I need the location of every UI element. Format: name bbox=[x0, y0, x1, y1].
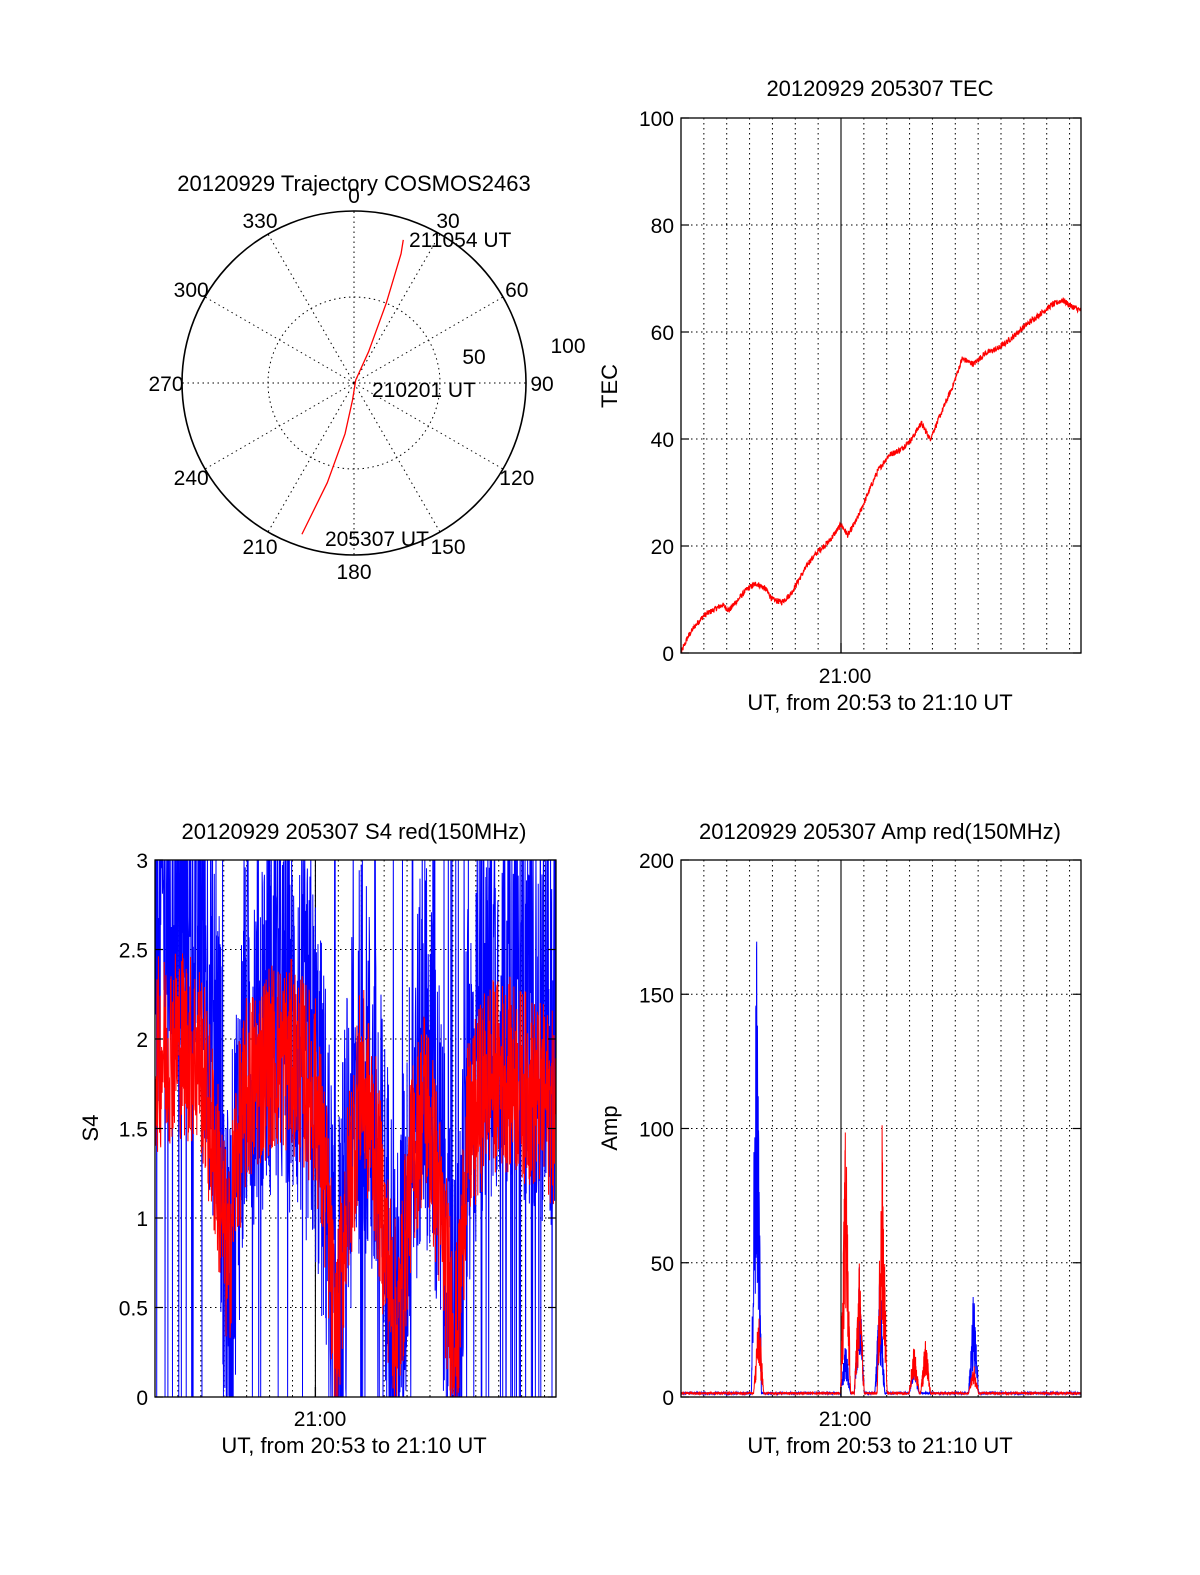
y-tick-label: 40 bbox=[651, 429, 674, 452]
tec-series bbox=[680, 297, 1082, 654]
y-tick-label: 1 bbox=[136, 1208, 148, 1231]
polar-spoke bbox=[353, 382, 504, 470]
polar-spoke bbox=[267, 382, 355, 533]
amp-chart: 20120929 205307 Amp red(150MHz) 0 50 100 15… bbox=[597, 819, 1082, 1458]
polar-outer-ring bbox=[181, 210, 527, 556]
polar-azimuth-label: 60 bbox=[505, 279, 528, 302]
polar-azimuth-label: 150 bbox=[430, 536, 465, 559]
tec-y-axis-label: TEC bbox=[597, 364, 622, 408]
y-tick-label: 100 bbox=[639, 108, 674, 131]
polar-azimuth-labels: 0 30 60 90 120 150 180 210 240 270 300 330 bbox=[148, 185, 553, 584]
s4-blue-series bbox=[155, 860, 556, 1397]
annotation-mid-time: 210201 UT bbox=[372, 379, 476, 402]
y-tick-label: 0.5 bbox=[119, 1298, 148, 1321]
polar-azimuth-label: 270 bbox=[148, 373, 183, 396]
s4-series bbox=[155, 860, 556, 1397]
annotation-end-time: 211054 UT bbox=[409, 229, 512, 252]
tec-y-ticks: 0 20 40 60 80 100 bbox=[639, 108, 1081, 666]
tec-x-axis-label: UT, from 20:53 to 21:10 UT bbox=[747, 690, 1012, 715]
polar-azimuth-label: 0 bbox=[348, 185, 360, 208]
s4-x-tick-label: 21:00 bbox=[294, 1408, 347, 1431]
amp-y-axis-label: Amp bbox=[597, 1105, 622, 1150]
polar-trajectory-series bbox=[301, 239, 404, 535]
amp-blue-series bbox=[680, 941, 1082, 1397]
tec-line bbox=[680, 297, 1082, 654]
polar-ring-label-100: 100 bbox=[550, 335, 585, 358]
y-tick-label: 0 bbox=[662, 643, 674, 666]
y-tick-label: 150 bbox=[639, 984, 674, 1007]
trajectory-line bbox=[301, 239, 404, 535]
y-tick-label: 0 bbox=[136, 1387, 148, 1410]
y-tick-label: 3 bbox=[136, 850, 148, 873]
amp-red-series bbox=[680, 1125, 1082, 1397]
s4-y-ticks: 0 0.5 1 1.5 2 2.5 3 bbox=[119, 850, 556, 1410]
s4-red-series bbox=[155, 953, 556, 1397]
y-tick-label: 0 bbox=[662, 1387, 674, 1410]
polar-spoke bbox=[204, 382, 355, 470]
amp-title: 20120929 205307 Amp red(150MHz) bbox=[699, 819, 1061, 844]
y-tick-label: 50 bbox=[651, 1253, 674, 1276]
polar-ring-label-50: 50 bbox=[462, 346, 485, 369]
trajectory-polar-chart: 20120929 Trajectory COSMOS2463 0 30 60 90 12… bbox=[148, 171, 585, 584]
y-tick-label: 20 bbox=[651, 536, 674, 559]
s4-title: 20120929 205307 S4 red(150MHz) bbox=[182, 819, 527, 844]
s4-chart: 20120929 205307 S4 red(150MHz) 0 0.5 1 1.5 2… bbox=[78, 819, 557, 1458]
tec-title: 20120929 205307 TEC bbox=[766, 76, 993, 101]
polar-azimuth-label: 30 bbox=[436, 210, 459, 233]
y-tick-label: 2.5 bbox=[119, 940, 148, 963]
tec-chart: 20120929 205307 TEC 0 20 40 60 80 100 21:00 U… bbox=[597, 76, 1082, 715]
tec-grid bbox=[681, 118, 1081, 653]
annotation-start-time: 205307 UT bbox=[325, 528, 429, 551]
amp-x-axis-label: UT, from 20:53 to 21:10 UT bbox=[747, 1433, 1012, 1458]
tec-plot-frame bbox=[680, 117, 1082, 654]
polar-azimuth-label: 210 bbox=[242, 536, 277, 559]
amp-series bbox=[680, 941, 1082, 1397]
y-tick-label: 2 bbox=[136, 1029, 148, 1052]
polar-title: 20120929 Trajectory COSMOS2463 bbox=[177, 171, 530, 196]
polar-spoke bbox=[204, 296, 355, 384]
polar-spoke bbox=[267, 233, 355, 384]
polar-azimuth-label: 120 bbox=[499, 467, 534, 490]
y-tick-label: 100 bbox=[639, 1119, 674, 1142]
polar-spoke bbox=[353, 233, 441, 384]
amp-x-tick-label: 21:00 bbox=[819, 1408, 872, 1431]
polar-azimuth-label: 330 bbox=[242, 210, 277, 233]
y-tick-label: 200 bbox=[639, 850, 674, 873]
polar-azimuth-label: 300 bbox=[174, 279, 209, 302]
polar-azimuth-label: 90 bbox=[530, 373, 553, 396]
y-tick-label: 60 bbox=[651, 322, 674, 345]
s4-x-axis-label: UT, from 20:53 to 21:10 UT bbox=[221, 1433, 486, 1458]
amp-y-ticks: 0 50 100 150 200 bbox=[639, 850, 1081, 1410]
y-tick-label: 1.5 bbox=[119, 1119, 148, 1142]
polar-spoke bbox=[353, 382, 441, 533]
polar-azimuth-label: 180 bbox=[336, 561, 371, 584]
tec-x-tick-label: 21:00 bbox=[819, 665, 872, 688]
y-tick-label: 80 bbox=[651, 215, 674, 238]
polar-azimuth-label: 240 bbox=[174, 467, 209, 490]
polar-spoke bbox=[353, 296, 504, 384]
s4-y-axis-label: S4 bbox=[78, 1115, 103, 1142]
polar-grid bbox=[181, 210, 527, 556]
